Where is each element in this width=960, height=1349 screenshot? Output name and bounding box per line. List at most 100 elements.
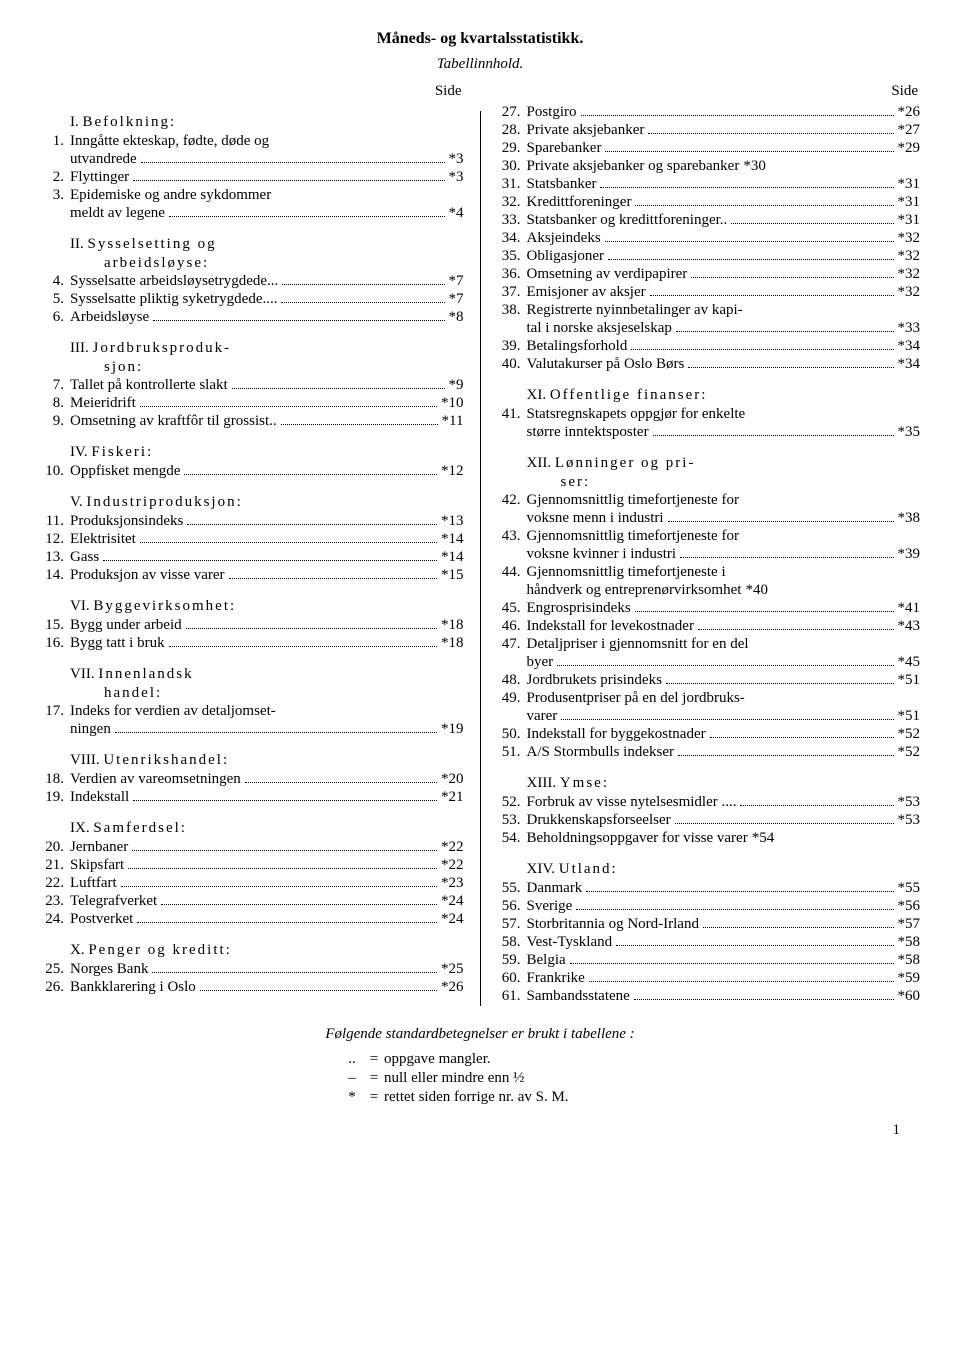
toc-entry: 47.Detaljpriser i gjennomsnitt for en de… [497,636,921,653]
entry-page: *30 [743,158,766,175]
leader-dots [616,936,893,946]
entry-number: 59. [497,952,521,969]
entry-page: *12 [441,463,464,480]
legend-text: oppgave mangler. [384,1051,491,1068]
entry-page: *24 [441,893,464,910]
entry-page: *52 [898,726,921,743]
entry-page: *21 [441,789,464,806]
entry-label: Engrosprisindeks [527,600,631,617]
section-heading: III. Jordbruksproduk- [40,340,464,357]
column-divider [480,111,481,1006]
entry-page: *51 [898,708,921,725]
leader-dots [186,619,437,629]
entry-page: *27 [898,122,921,139]
leader-dots [115,723,437,733]
entry-number: 53. [497,812,521,829]
entry-number: 5. [40,291,64,308]
entry-number: 7. [40,377,64,394]
toc-entry: 42.Gjennomsnittlig timefortjeneste for [497,492,921,509]
entry-number: 4. [40,273,64,290]
entry-page: *25 [441,961,464,978]
leader-dots [103,551,437,561]
leader-dots [653,426,894,436]
section-heading-label: III. Jordbruksproduk- [70,340,231,357]
entry-number: 58. [497,934,521,951]
page-title: Måneds- og kvartalsstatistikk. [40,30,920,48]
toc-entry: 44.Gjennomsnittlig timefortjeneste i [497,564,921,581]
entry-number: 23. [40,893,64,910]
leader-dots [576,900,893,910]
entry-label: Verdien av vareomsetningen [70,771,241,788]
leader-dots [740,796,893,806]
toc-entry: 25.Norges Bank*25 [40,961,464,978]
toc-entry: 18.Verdien av vareomsetningen*20 [40,771,464,788]
entry-number: 46. [497,618,521,635]
entry-number: 36. [497,266,521,283]
toc-entry: 61.Sambandsstatene*60 [497,988,921,1005]
entry-number: 41. [497,406,521,423]
leader-dots [187,515,437,525]
leader-dots [133,791,437,801]
side-label-right: Side [497,83,921,100]
leader-dots [600,178,893,188]
section-heading-cont: handel: [104,685,464,702]
toc-entry: 17.ningen*19 [40,721,464,738]
entry-number: 22. [40,875,64,892]
entry-label: Produksjonsindeks [70,513,183,530]
leader-dots [605,142,893,152]
toc-entry: 22.Luftfart*23 [40,875,464,892]
entry-label: Forbruk av visse nytelsesmidler .... [527,794,737,811]
toc-entry: 1.utvandrede*3 [40,151,464,168]
entry-page: *56 [898,898,921,915]
leader-dots [710,728,894,738]
entry-label: Betalingsforhold [527,338,628,355]
side-label-left: Side [40,83,464,100]
entry-label: Sysselsatte pliktig syketrygdede.... [70,291,277,308]
section-heading: IX. Samferdsel: [40,820,464,837]
leader-dots [666,674,894,684]
entry-number: 13. [40,549,64,566]
leader-dots [635,602,894,612]
entry-number: 17. [40,703,64,720]
entry-label: Gjennomsnittlig timefortjeneste for [527,492,739,509]
toc-entry: 41.Statsregnskapets oppgjør for enkelte [497,406,921,423]
toc-entry: 32.Kredittforeninger*31 [497,194,921,211]
entry-number: 61. [497,988,521,1005]
toc-entry: 7.Tallet på kontrollerte slakt*9 [40,377,464,394]
legend-row: –=null eller mindre enn ½ [340,1070,920,1087]
entry-number: 12. [40,531,64,548]
entry-label: meldt av legene [70,205,165,222]
section-heading-label: VIII. Utenrikshandel: [70,752,229,769]
entry-label: Vest-Tyskland [527,934,613,951]
toc-entry: 8.Meieridrift*10 [40,395,464,412]
entry-page: *34 [898,356,921,373]
entry-label: Private aksjebanker [527,122,645,139]
leader-dots [668,512,894,522]
section-heading: XIV. Utland: [497,861,921,878]
toc-entry: 56.Sverige*56 [497,898,921,915]
toc-entry: 14.Produksjon av visse varer*15 [40,567,464,584]
leader-dots [557,656,893,666]
entry-number: 24. [40,911,64,928]
toc-entry: 35.Obligasjoner*32 [497,248,921,265]
leader-dots [282,275,444,285]
entry-number: 35. [497,248,521,265]
toc-entry: 59.Belgia*58 [497,952,921,969]
toc-entry: 5.Sysselsatte pliktig syketrygdede....*7 [40,291,464,308]
entry-label: Norges Bank [70,961,148,978]
entry-page: *35 [898,424,921,441]
entry-page: *59 [898,970,921,987]
entry-number: 21. [40,857,64,874]
section-heading-cont: sjon: [104,359,464,376]
toc-entry: 38.Registrerte nyinnbetalinger av kapi- [497,302,921,319]
entry-label: Danmark [527,880,583,897]
entry-number: 20. [40,839,64,856]
entry-number: 15. [40,617,64,634]
toc-entry: 26.Bankklarering i Oslo*26 [40,979,464,996]
entry-label: Luftfart [70,875,117,892]
section-heading-label: IX. Samferdsel: [70,820,187,837]
entry-number: 16. [40,635,64,652]
section-heading: VI. Byggevirksomhet: [40,598,464,615]
leader-dots [676,322,894,332]
section-heading-label: XI. Offentlige finanser: [527,387,708,404]
